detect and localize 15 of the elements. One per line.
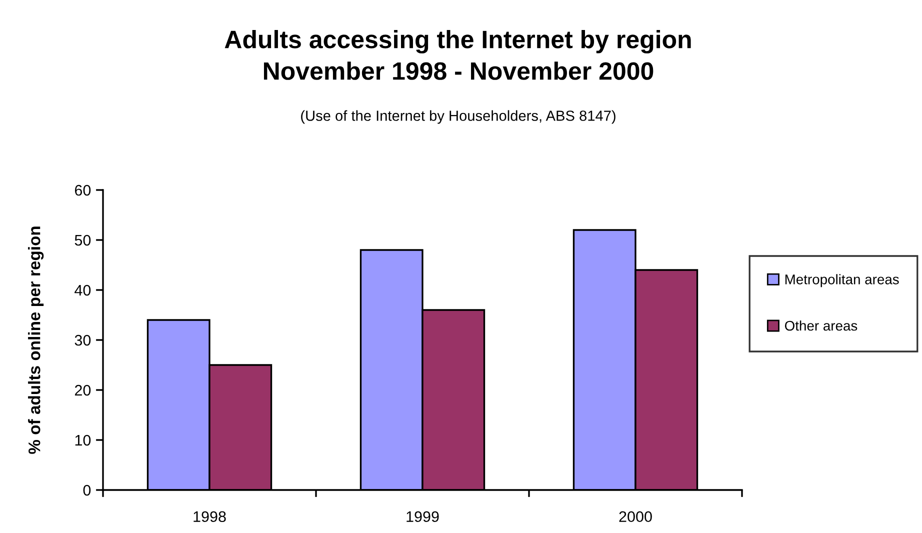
x-tick-label: 1998 — [194, 511, 226, 522]
y-tick-label: 30 — [74, 334, 91, 346]
y-tick-label: 10 — [75, 434, 91, 446]
x-tick-label: 2000 — [619, 511, 652, 522]
legend-label: Metropolitan areas — [785, 274, 899, 288]
y-tick-label: 50 — [74, 234, 91, 246]
y-tick-label: 20 — [74, 384, 91, 396]
x-tick-label: 1999 — [406, 511, 439, 522]
y-tick-label: 40 — [74, 284, 91, 296]
y-tick-label: 60 — [74, 184, 91, 196]
y-tick-label: 0 — [83, 484, 91, 496]
y-axis-title: % of adults online per region — [28, 226, 44, 454]
chart-subtitle: (Use of the Internet by Householders, ABS 8147) — [301, 110, 616, 124]
chart-title: Adults accessing the Internet by region November 1998 - November 2000 — [224, 30, 691, 80]
legend-label: Other areas — [784, 320, 858, 331]
